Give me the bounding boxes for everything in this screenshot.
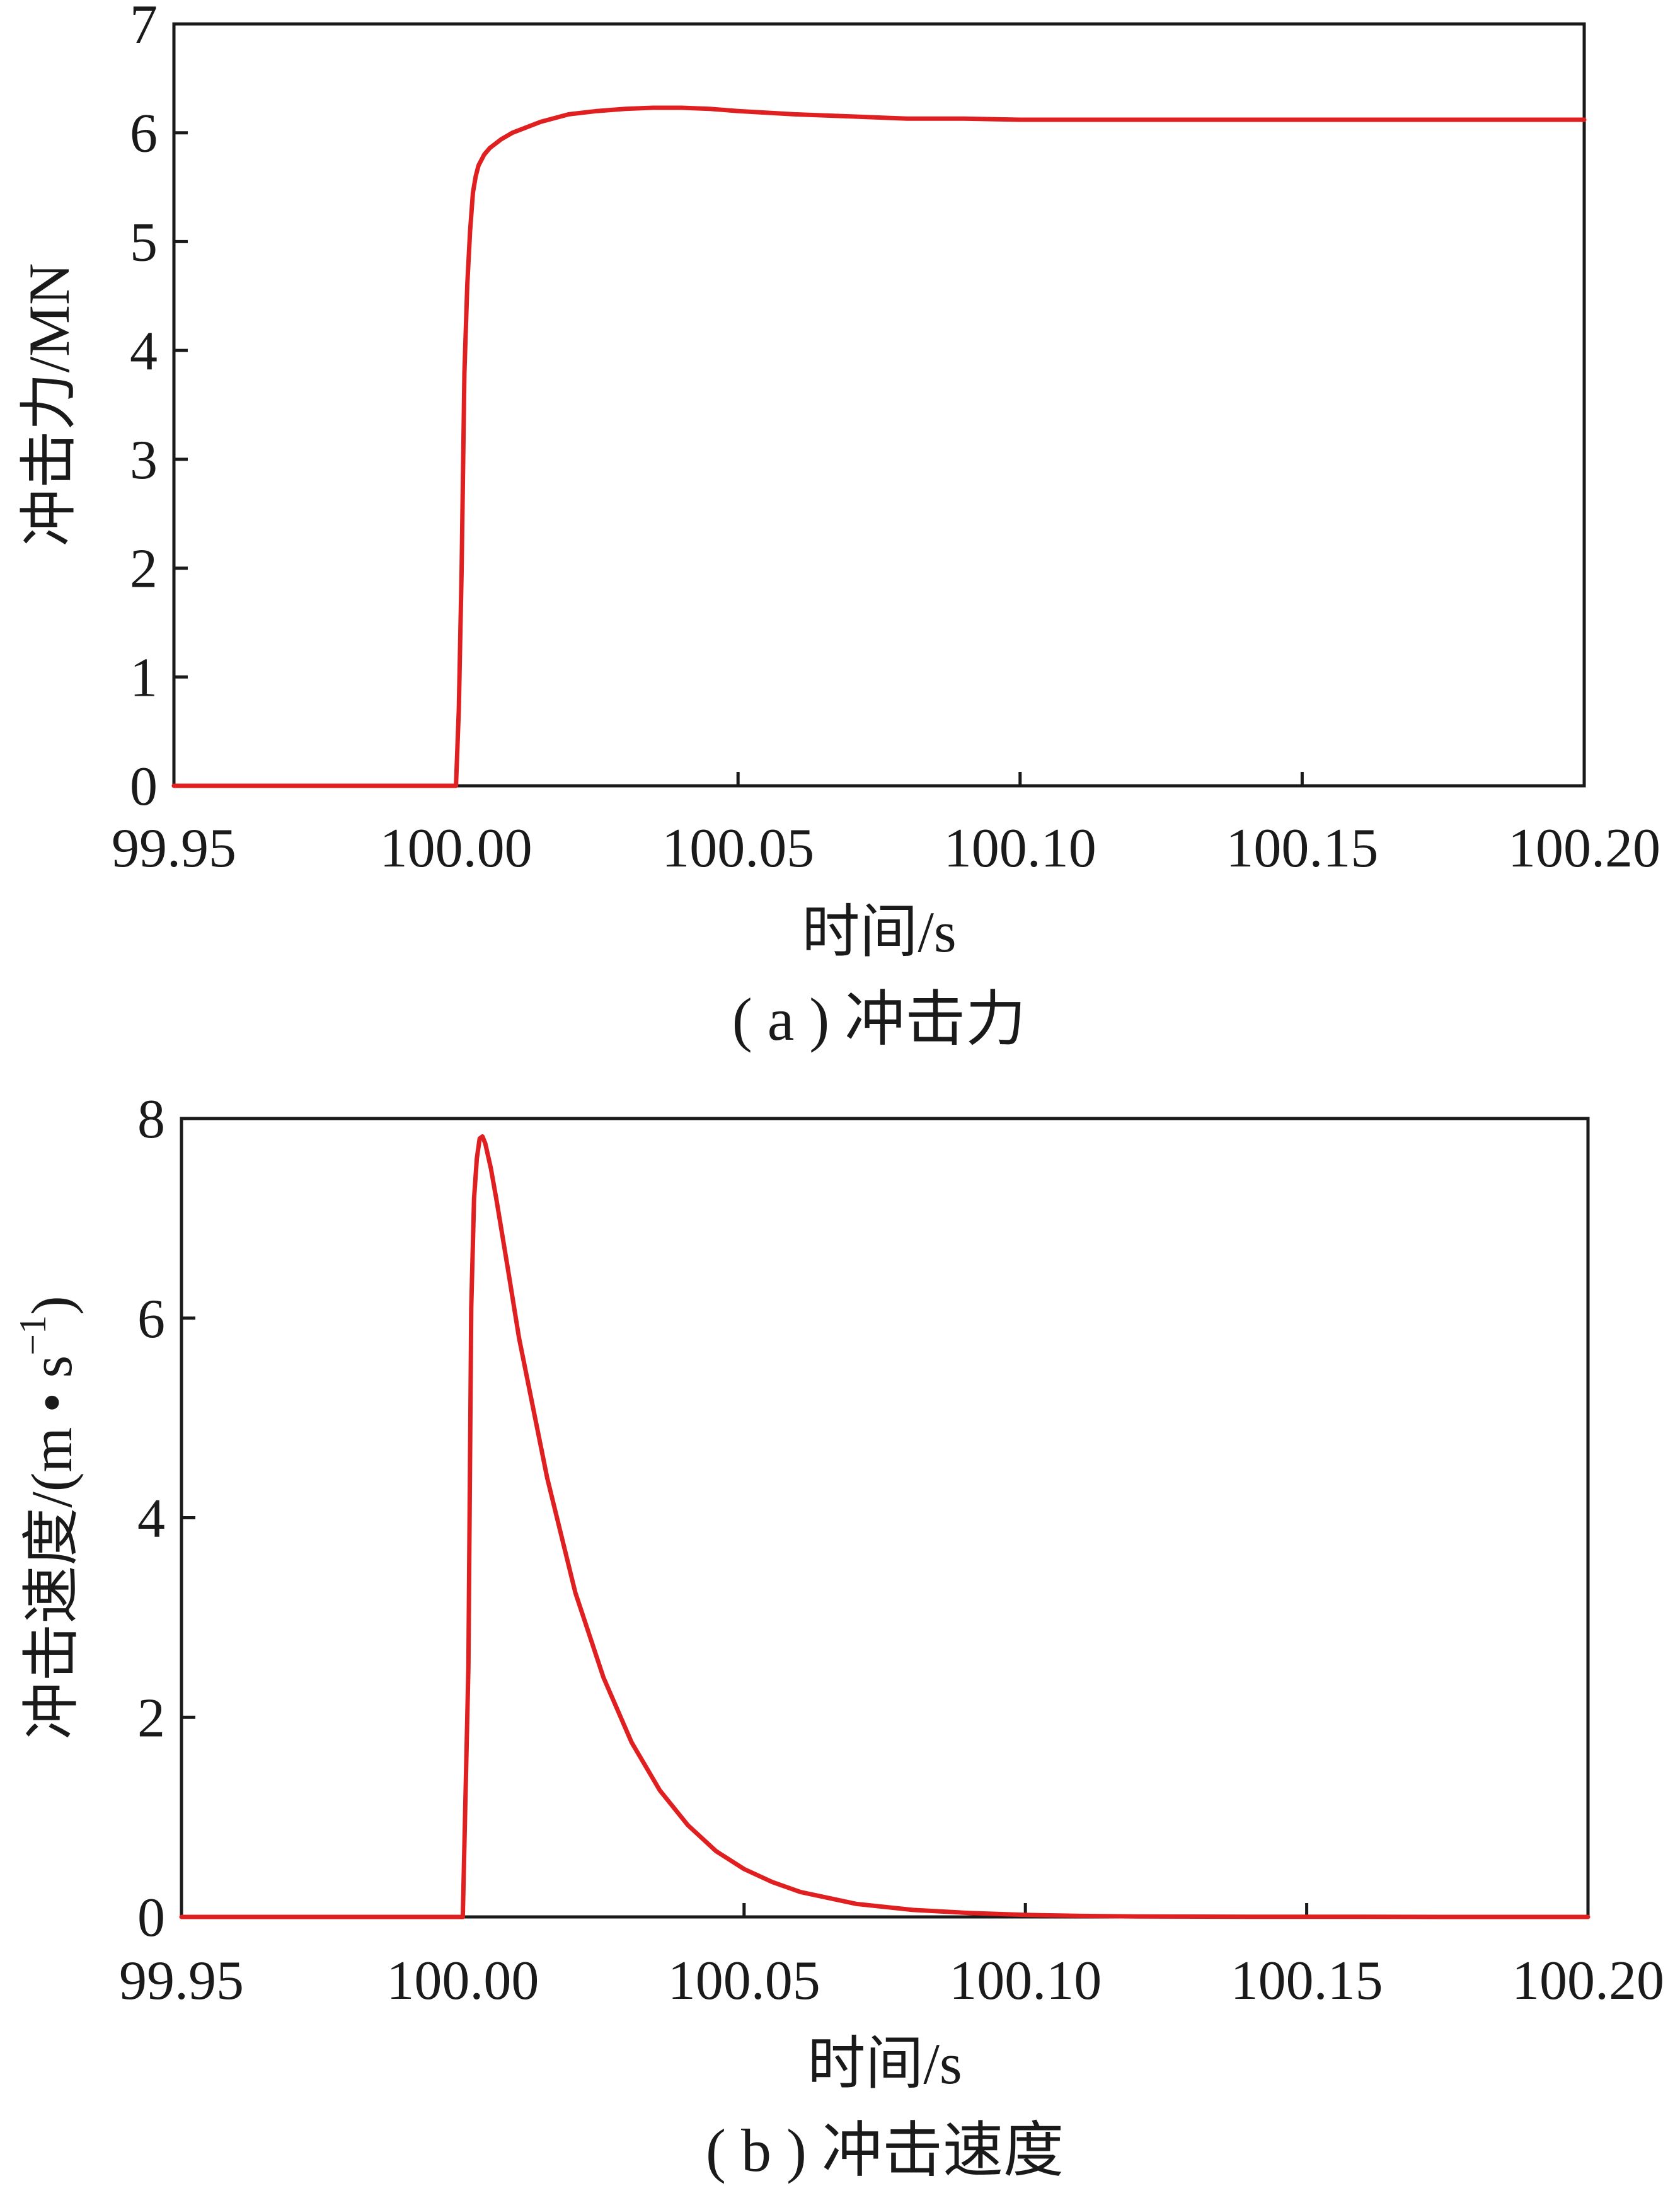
chart-b-x-ticks: 99.95 100.00 100.05 100.10 100.15 100.20 — [119, 1903, 1664, 2011]
chart-b-y-axis-title-close: ) — [20, 1296, 84, 1315]
chart-b-x-tick-label: 99.95 — [119, 1950, 244, 2011]
chart-b-y-axis-title-main: 冲击速度/(m • s — [20, 1355, 84, 1740]
chart-b-y-ticks: 0 2 4 6 8 — [137, 1089, 195, 1948]
chart-b-y-tick-label: 4 — [137, 1488, 165, 1550]
chart-a-y-tick-label: 2 — [130, 539, 158, 600]
chart-a-series-line — [171, 105, 1587, 788]
chart-b-impact-velocity: 0 2 4 6 8 99.95 100.00 100.05 100.10 100.15 100.2… — [12, 1089, 1664, 2184]
chart-b-x-axis-title: 时间/s — [807, 2032, 962, 2096]
chart-b-y-axis-title: 冲击速度/(m • s−1) — [12, 1296, 84, 1739]
chart-a-impact-force: 0 1 2 3 4 5 6 7 99.95 100.00 100.05 100.10 100.15 10… — [17, 0, 1660, 1053]
chart-b-y-axis-title-superscript: −1 — [12, 1315, 54, 1355]
chart-a-y-tick-label: 6 — [130, 103, 158, 164]
chart-a-y-tick-label: 4 — [130, 321, 158, 382]
chart-a-x-tick-label: 100.10 — [944, 818, 1096, 879]
chart-b-plot-frame — [180, 1117, 1590, 1919]
chart-b-x-tick-label: 100.00 — [386, 1950, 539, 2011]
chart-a-y-tick-label: 1 — [130, 647, 158, 708]
chart-a-x-tick-label: 100.00 — [380, 818, 532, 879]
chart-a-y-ticks: 0 1 2 3 4 5 6 7 — [130, 0, 188, 817]
chart-b-y-tick-label: 0 — [137, 1887, 165, 1948]
chart-b-y-tick-label: 6 — [137, 1289, 165, 1350]
chart-b-y-tick-label: 8 — [137, 1089, 165, 1150]
chart-a-y-tick-label: 5 — [130, 212, 158, 273]
chart-a-x-ticks: 99.95 100.00 100.05 100.10 100.15 100.20 — [112, 772, 1660, 879]
chart-a-caption: ( a ) 冲击力 — [732, 986, 1027, 1053]
chart-b-y-tick-label: 2 — [137, 1688, 165, 1749]
chart-b-series-line — [179, 1134, 1591, 1919]
chart-a-plot-frame — [172, 22, 1586, 788]
chart-a-x-tick-label: 100.15 — [1226, 818, 1378, 879]
chart-a-y-tick-label: 0 — [130, 756, 158, 817]
chart-b-x-tick-label: 100.05 — [668, 1950, 820, 2011]
chart-a-x-tick-label: 99.95 — [112, 818, 236, 879]
chart-b-caption: ( b ) 冲击速度 — [706, 2117, 1064, 2184]
chart-a-x-tick-label: 100.20 — [1508, 818, 1660, 879]
chart-b-x-tick-label: 100.15 — [1231, 1950, 1383, 2011]
chart-a-y-tick-label: 3 — [130, 430, 158, 491]
chart-a-y-tick-label: 7 — [130, 0, 158, 55]
chart-b-x-tick-label: 100.10 — [949, 1950, 1102, 2011]
chart-a-x-axis-title: 时间/s — [802, 900, 956, 964]
chart-a-y-axis-title: 冲击力/MN — [17, 263, 81, 547]
chart-a-x-tick-label: 100.05 — [662, 818, 814, 879]
chart-b-x-tick-label: 100.20 — [1512, 1950, 1664, 2011]
